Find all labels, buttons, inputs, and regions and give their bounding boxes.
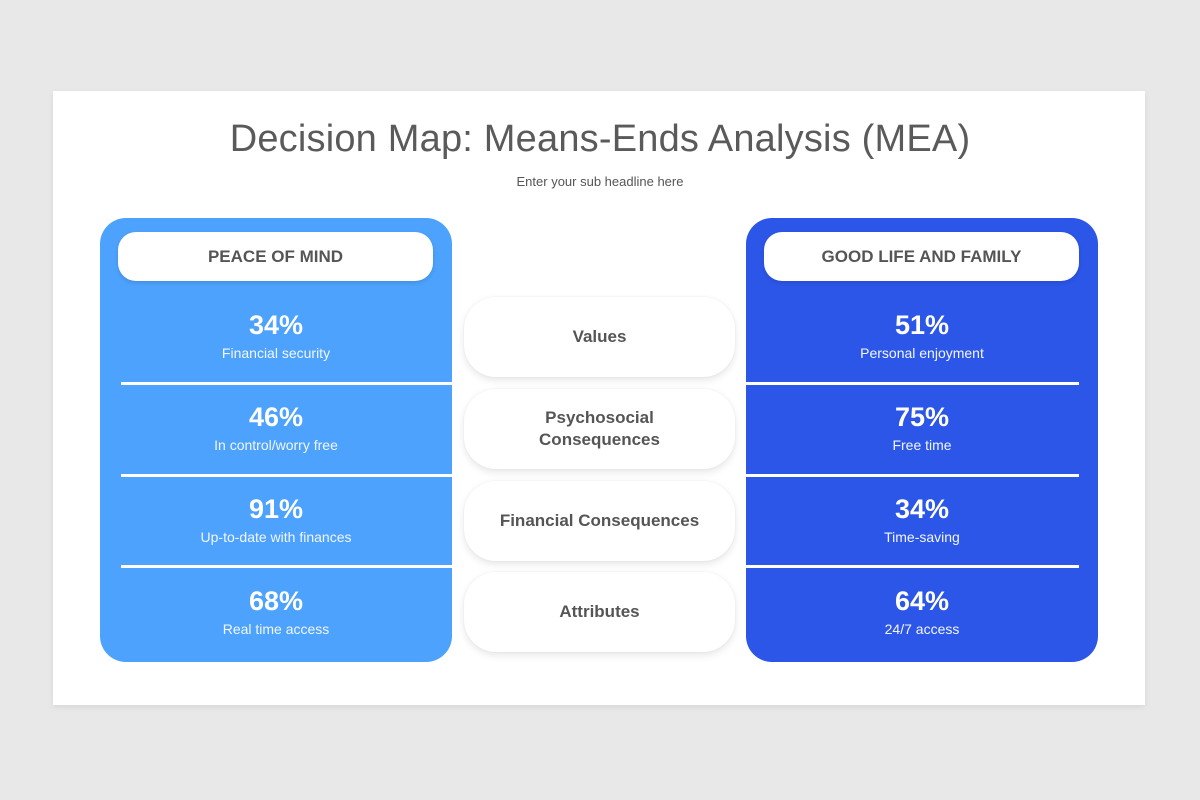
left-stat-3: 91% Up-to-date with finances (100, 494, 452, 584)
right-stat-3: 34% Time-saving (746, 494, 1098, 584)
stat-value: 64% (894, 586, 950, 616)
stat-value: 46% (248, 402, 304, 432)
page-subtitle: Enter your sub headline here (516, 174, 684, 189)
level-attributes: Attributes (464, 572, 735, 652)
stat-label: Financial security (221, 345, 331, 361)
divider (746, 382, 1079, 385)
stat-value: 34% (894, 494, 950, 524)
stat-label: Time-saving (884, 529, 960, 545)
divider (746, 474, 1079, 477)
divider (121, 382, 452, 385)
right-stat-1: 51% Personal enjoyment (746, 310, 1098, 400)
left-stat-1: 34% Financial security (100, 310, 452, 400)
stat-label: Up-to-date with finances (200, 529, 352, 545)
right-panel-header: GOOD LIFE AND FAMILY (764, 232, 1079, 281)
left-panel-header: PEACE OF MIND (118, 232, 433, 281)
stat-label: Free time (892, 437, 952, 453)
left-panel-peace-of-mind: PEACE OF MIND 34% Financial security 46%… (100, 218, 452, 662)
left-stat-4: 68% Real time access (100, 586, 452, 662)
level-psychosocial-consequences: Psychosocial Consequences (464, 389, 735, 469)
stat-label: In control/worry free (214, 437, 338, 453)
right-stat-2: 75% Free time (746, 402, 1098, 492)
right-panel-good-life-and-family: GOOD LIFE AND FAMILY 51% Personal enjoym… (746, 218, 1098, 662)
level-financial-consequences: Financial Consequences (464, 481, 735, 561)
right-stat-4: 64% 24/7 access (746, 586, 1098, 662)
stat-value: 34% (248, 310, 304, 340)
left-stat-2: 46% In control/worry free (100, 402, 452, 492)
stat-label: Personal enjoyment (860, 345, 984, 361)
stat-label: Real time access (222, 621, 330, 637)
divider (121, 474, 452, 477)
stat-value: 51% (894, 310, 950, 340)
level-values: Values (464, 297, 735, 377)
divider (121, 565, 452, 568)
stat-value: 68% (248, 586, 304, 616)
stat-value: 91% (248, 494, 304, 524)
divider (746, 565, 1079, 568)
stat-value: 75% (894, 402, 950, 432)
page-title: Decision Map: Means-Ends Analysis (MEA) (229, 118, 971, 160)
stat-label: 24/7 access (884, 621, 960, 637)
